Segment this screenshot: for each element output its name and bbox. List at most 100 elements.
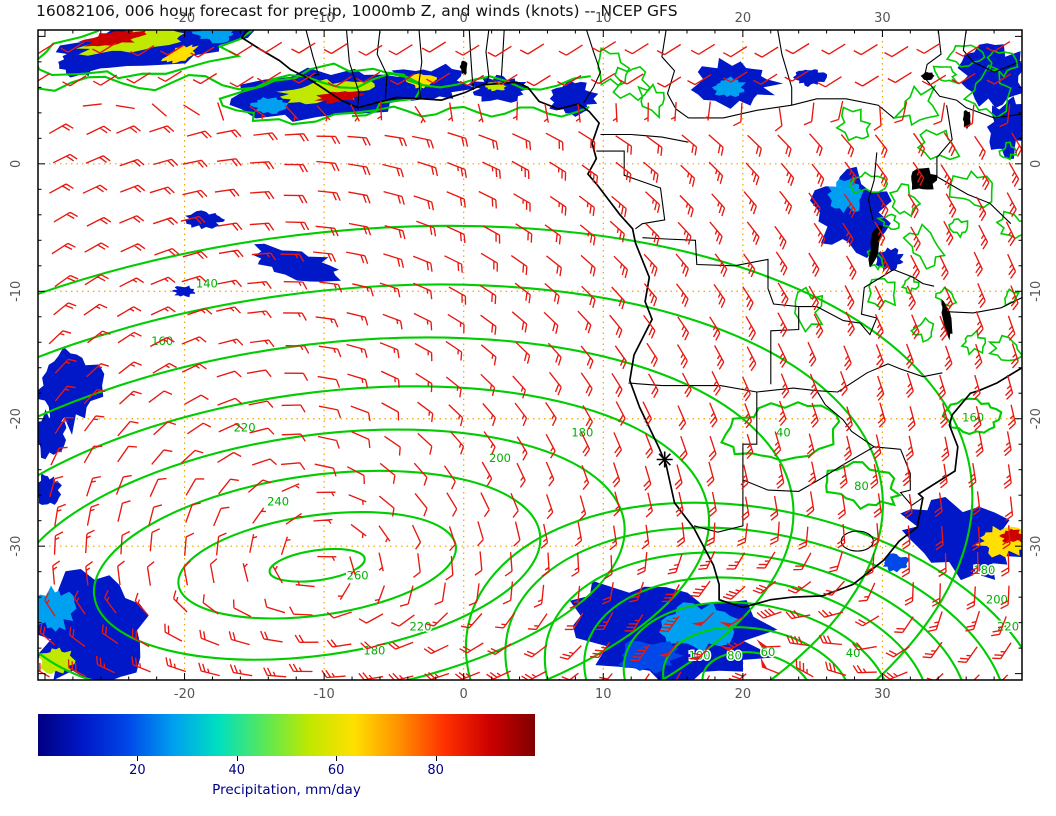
country-border bbox=[923, 30, 957, 101]
height-contour bbox=[38, 385, 711, 680]
precip-area bbox=[875, 247, 904, 271]
x-axis-tick-label-top: 10 bbox=[595, 11, 612, 26]
country-border bbox=[899, 449, 924, 507]
y-axis-tick-label-right: 0 bbox=[1029, 160, 1044, 168]
colorbar-tick-mark bbox=[435, 756, 437, 761]
height-contour bbox=[38, 336, 795, 680]
colorbar-tick-mark bbox=[236, 756, 238, 761]
precip-area bbox=[78, 30, 147, 47]
precip-area bbox=[314, 90, 365, 104]
precip-area bbox=[251, 243, 341, 282]
lake bbox=[920, 72, 935, 81]
country-border bbox=[596, 150, 666, 230]
contour-label: 60 bbox=[761, 645, 776, 659]
country-border bbox=[628, 382, 817, 393]
country-border bbox=[693, 479, 744, 533]
country-border bbox=[816, 390, 875, 448]
x-axis-tick-label-bottom: -10 bbox=[314, 687, 335, 702]
precip-area bbox=[38, 585, 77, 632]
colorbar-tick-label: 60 bbox=[327, 763, 345, 778]
contour-label: 40 bbox=[776, 426, 791, 440]
terrain-contour bbox=[948, 218, 969, 239]
precip-area bbox=[38, 647, 76, 674]
contour-label: 40 bbox=[846, 646, 861, 660]
country-border bbox=[500, 30, 505, 78]
y-axis-tick-label-left: -10 bbox=[9, 281, 24, 302]
height-contour bbox=[543, 551, 970, 680]
contour-label: 100 bbox=[689, 649, 711, 663]
x-axis-tick-label-bottom: 30 bbox=[874, 687, 891, 702]
precip-area bbox=[38, 473, 62, 505]
contour-label: 140 bbox=[196, 276, 218, 290]
marker-arm bbox=[658, 453, 671, 466]
country-border bbox=[742, 446, 901, 492]
country-border bbox=[798, 269, 894, 336]
terrain-contour bbox=[1003, 288, 1021, 307]
terrain-contour bbox=[962, 64, 1012, 119]
precip-area bbox=[58, 47, 105, 78]
height-contour-layer bbox=[38, 30, 1022, 680]
terrain-contour bbox=[902, 223, 947, 270]
country-border bbox=[816, 363, 943, 393]
lake bbox=[459, 60, 468, 76]
contour-label: 180 bbox=[973, 563, 995, 577]
y-axis-tick-label-left: 0 bbox=[9, 160, 24, 168]
country-border bbox=[305, 30, 320, 77]
contour-label: 180 bbox=[363, 644, 385, 658]
plot-frame bbox=[37, 29, 1023, 681]
country-border bbox=[867, 152, 878, 221]
country-border bbox=[468, 30, 475, 90]
terrain-contour bbox=[932, 65, 960, 85]
contour-label: 80 bbox=[854, 479, 869, 493]
y-axis-tick-label-left: -20 bbox=[9, 408, 24, 429]
precip-area bbox=[793, 69, 828, 87]
precip-area bbox=[405, 73, 437, 89]
country-border bbox=[485, 30, 490, 85]
precip-area bbox=[191, 30, 235, 44]
terrain-contour bbox=[866, 249, 885, 271]
terrain-contour bbox=[945, 44, 986, 68]
x-axis-tick-label-top: 20 bbox=[735, 11, 752, 26]
lakes-layer bbox=[459, 60, 971, 341]
terrain-contour bbox=[794, 286, 824, 334]
country-border bbox=[936, 176, 1012, 225]
country-border bbox=[376, 30, 388, 99]
terrain-contour bbox=[612, 66, 651, 102]
contour-label: 220 bbox=[997, 619, 1019, 633]
terrain-contour bbox=[892, 84, 940, 127]
axis-layer: -20 -20 -10 -10 0 0 10 10 20 20 30 30 0 0 -10 -10 -20 -20… bbox=[9, 11, 1044, 702]
contour-label: 220 bbox=[409, 619, 431, 633]
terrain-contour bbox=[948, 170, 994, 209]
country-border bbox=[962, 30, 1017, 73]
height-contour bbox=[701, 651, 813, 680]
precip-area bbox=[184, 210, 226, 230]
country-border bbox=[777, 30, 793, 106]
colorbar-tick-label: 80 bbox=[427, 763, 444, 778]
country-border bbox=[583, 30, 602, 103]
contour-labels: 1401602202402602001802201804080160180200… bbox=[150, 275, 1021, 664]
contour-label: 200 bbox=[489, 451, 511, 465]
colorbar-tick-label: 20 bbox=[129, 763, 146, 778]
height-contour bbox=[464, 501, 1022, 680]
wind-barb-strokes bbox=[38, 41, 1022, 680]
terrain-contour bbox=[910, 316, 935, 343]
height-contour bbox=[92, 469, 542, 661]
y-axis-tick-label-left: -30 bbox=[9, 536, 24, 557]
itcz-contour bbox=[38, 72, 591, 92]
country-border bbox=[893, 269, 935, 287]
country-border bbox=[936, 105, 953, 177]
contour-label: 240 bbox=[267, 494, 289, 508]
plot-area: 1401602202402602001802201804080160180200… bbox=[38, 30, 1022, 680]
height-contour bbox=[504, 526, 1010, 680]
contour-label: 220 bbox=[234, 420, 256, 434]
location-marker bbox=[656, 451, 673, 468]
colorbar-gradient bbox=[38, 714, 535, 756]
terrain-contour bbox=[986, 49, 1019, 78]
y-axis-tick-label-right: -30 bbox=[1029, 536, 1044, 557]
country-border bbox=[661, 30, 689, 119]
x-axis-tick-label-bottom: 0 bbox=[460, 687, 468, 702]
country-border bbox=[688, 98, 894, 119]
terrain-contour bbox=[597, 46, 631, 87]
y-axis-tick-label-right: -20 bbox=[1029, 408, 1044, 429]
